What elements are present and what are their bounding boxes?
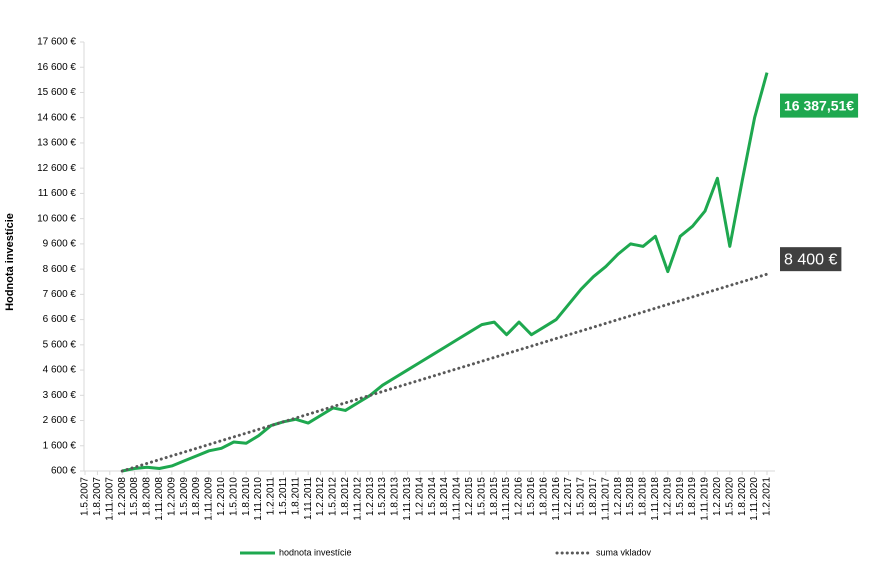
x-tick-label: 1.5.2019 [675, 477, 686, 516]
x-tick-label: 1.11.2020 [749, 477, 760, 521]
x-tick-label: 1.2.2021 [762, 477, 773, 516]
x-tick-label: 1.8.2018 [638, 477, 649, 516]
x-tick-label: 1.5.2015 [476, 477, 487, 516]
y-axis-title: Hodnota investície [4, 213, 16, 311]
y-tick-label: 1 600 € [43, 440, 77, 451]
y-tick-label: 2 600 € [43, 415, 77, 426]
y-tick-label: 13 600 € [37, 138, 76, 149]
y-tick-label: 9 600 € [43, 239, 77, 250]
y-tick-label: 8 600 € [43, 264, 77, 275]
y-tick-label: 6 600 € [43, 314, 77, 325]
x-tick-label: 1.5.2018 [625, 477, 636, 516]
x-tick-label: 1.5.2009 [179, 477, 190, 516]
x-tick-label: 1.8.2007 [92, 477, 103, 516]
x-tick-label: 1.5.2008 [129, 477, 140, 516]
x-tick-label: 1.11.2011 [303, 477, 314, 520]
x-tick-label: 1.11.2012 [352, 477, 363, 521]
x-tick-label: 1.2.2019 [662, 477, 673, 516]
y-tick-label: 4 600 € [43, 365, 77, 376]
value-label-text: 16 387,51€ [784, 97, 854, 113]
x-tick-label: 1.11.2007 [104, 477, 115, 521]
y-tick-label: 3 600 € [43, 390, 77, 401]
x-tick-label: 1.2.2014 [414, 477, 425, 516]
x-tick-label: 1.5.2011 [278, 477, 289, 516]
value-label: 8 400 € [780, 247, 842, 272]
x-tick-label: 1.2.2013 [365, 477, 376, 516]
y-tick-label: 11 600 € [38, 188, 77, 199]
x-tick-label: 1.8.2015 [489, 477, 500, 516]
series-line [121, 72, 769, 473]
x-tick-label: 1.11.2016 [551, 477, 562, 521]
value-label: 16 387,51€ [780, 93, 859, 118]
x-tick-label: 1.2.2020 [712, 477, 723, 516]
x-tick-label: 1.2.2012 [315, 477, 326, 516]
x-tick-label: 1.5.2012 [328, 477, 339, 516]
x-tick-label: 1.5.2014 [427, 477, 438, 516]
x-tick-label: 1.5.2010 [228, 477, 239, 516]
value-label-text: 8 400 € [784, 251, 837, 268]
x-tick-label: 1.11.2015 [501, 477, 512, 521]
x-tick-label: 1.2.2016 [514, 477, 525, 516]
x-tick-label: 1.2.2008 [117, 477, 128, 516]
x-tick-label: 1.2.2017 [563, 477, 574, 516]
y-tick-label: 17 600 € [37, 37, 76, 48]
x-tick-label: 1.11.2010 [253, 477, 264, 521]
x-tick-label: 1.5.2013 [377, 477, 388, 516]
x-tick-label: 1.11.2014 [452, 477, 463, 521]
x-tick-label: 1.5.2020 [724, 477, 735, 516]
x-tick-label: 1.8.2016 [538, 477, 549, 516]
y-tick-label: 5 600 € [43, 339, 77, 350]
legend-label: hodnota investície [279, 547, 352, 557]
x-tick-label: 1.8.2020 [737, 477, 748, 516]
x-tick-label: 1.8.2013 [390, 477, 401, 516]
x-tick-label: 1.2.2010 [216, 477, 227, 516]
y-tick-label: 12 600 € [37, 163, 76, 174]
x-tick-label: 1.5.2017 [576, 477, 587, 516]
x-tick-label: 1.8.2014 [439, 477, 450, 516]
value-label-box [780, 247, 842, 272]
x-tick-label: 1.2.2018 [613, 477, 624, 516]
series-line [120, 272, 769, 473]
x-tick-label: 1.2.2009 [166, 477, 177, 516]
value-label-box [780, 93, 859, 118]
x-tick-label: 1.8.2017 [588, 477, 599, 516]
x-tick-label: 1.5.2016 [526, 477, 537, 516]
x-tick-label: 1.2.2015 [464, 477, 475, 516]
y-tick-label: 15 600 € [37, 87, 76, 98]
y-tick-label: 600 € [51, 466, 76, 477]
y-tick-label: 7 600 € [43, 289, 77, 300]
x-tick-label: 1.8.2008 [142, 477, 153, 516]
y-tick-label: 14 600 € [37, 112, 76, 123]
x-tick-label: 1.11.2013 [402, 477, 413, 521]
x-tick-label: 1.8.2011 [290, 477, 301, 516]
y-tick-label: 16 600 € [37, 62, 76, 73]
legend-label: suma vkladov [596, 547, 652, 557]
x-tick-label: 1.8.2010 [241, 477, 252, 516]
x-tick-label: 1.11.2018 [650, 477, 661, 521]
x-tick-label: 1.8.2019 [687, 477, 698, 516]
x-tick-label: 1.11.2009 [204, 477, 215, 521]
x-tick-label: 1.11.2017 [600, 477, 611, 521]
y-tick-label: 10 600 € [37, 213, 76, 224]
x-tick-label: 1.8.2009 [191, 477, 202, 516]
x-tick-label: 1.5.2007 [80, 477, 91, 516]
x-tick-label: 1.11.2008 [154, 477, 165, 521]
x-tick-label: 1.11.2019 [700, 477, 711, 521]
x-tick-label: 1.2.2011 [266, 477, 277, 516]
x-tick-label: 1.8.2012 [340, 477, 351, 516]
